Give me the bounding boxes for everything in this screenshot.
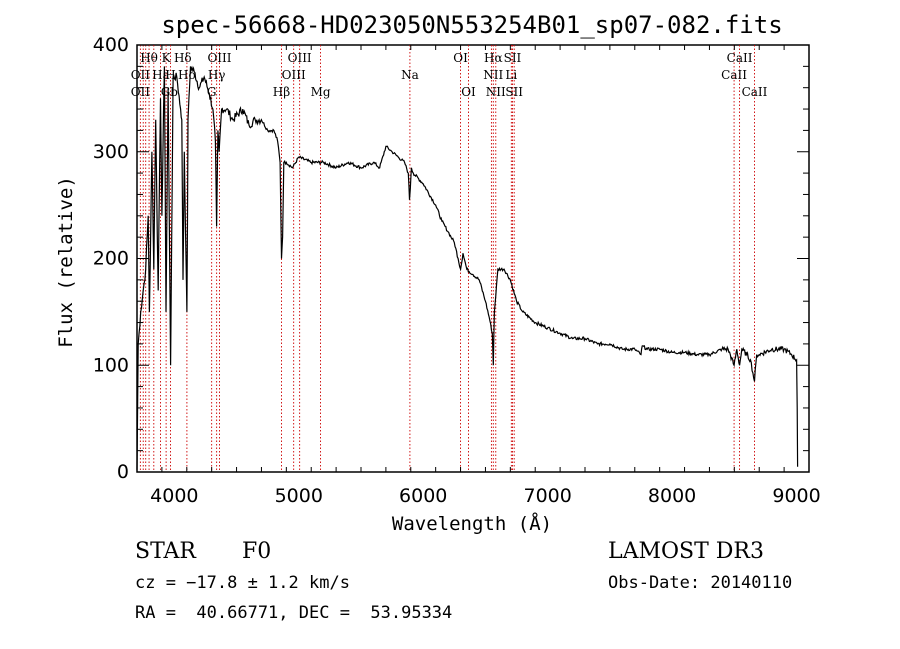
line-label: OIII [207,51,231,65]
x-tick-label: 4000 [150,485,198,507]
line-label: OIII [282,68,306,82]
line-label: CaII [742,85,768,99]
line-label: Hα [484,51,503,65]
object-class: STAR [135,539,196,564]
chart-title: spec-56668-HD023050N553254B01_sp07-082.f… [161,11,782,39]
line-label: K [162,51,172,65]
x-tick-label: 5000 [275,485,323,507]
spectral-subclass: F0 [242,539,272,564]
line-label: NII [486,85,506,99]
line-label: OII [131,68,151,82]
plot-frame [136,44,810,473]
line-label: OII [131,85,151,99]
line-label: Li [505,68,517,82]
line-label: CaII [721,68,747,82]
line-label: OI [461,85,476,99]
y-tick-label: 100 [93,354,129,376]
y-tick-label: 0 [117,461,129,483]
y-axis-label: Flux (relative) [55,176,77,348]
line-label: OIII [288,51,312,65]
line-label: Na [401,68,419,82]
line-label: SII [504,51,522,65]
survey-name: LAMOST DR3 [608,539,764,564]
x-tick-label: 9000 [772,485,820,507]
line-label: Hδ [174,51,192,65]
line-label: Hβ [273,85,290,99]
coordinates: RA = 40.66771, DEC = 53.95334 [135,603,453,623]
y-tick-label: 400 [93,34,129,56]
line-label: G [207,85,217,99]
redshift-cz: cz = −17.8 ± 1.2 km/s [135,573,350,593]
y-tick-label: 300 [93,141,129,163]
y-tick-label: 200 [93,248,129,270]
line-label: SII [505,85,523,99]
flux-line [136,65,799,470]
line-label: Hθ [140,51,158,65]
x-tick-label: 7000 [523,485,571,507]
marker-lines [139,45,755,472]
x-axis-label: Wavelength (Å) [392,512,552,535]
line-label: CaII [727,51,753,65]
obs-date: Obs-Date: 20140110 [608,573,793,593]
line-label: Mg [311,85,331,99]
x-tick-label: 8000 [648,485,696,507]
line-label: NII [483,68,503,82]
line-label: OI [453,51,468,65]
line-label: Hγ [208,68,226,82]
axis-ticks: 4000 5000 6000 7000 8000 9000 0 100 200 300 400 [93,34,821,507]
x-tick-label: 6000 [399,485,447,507]
line-label: H [165,68,175,82]
